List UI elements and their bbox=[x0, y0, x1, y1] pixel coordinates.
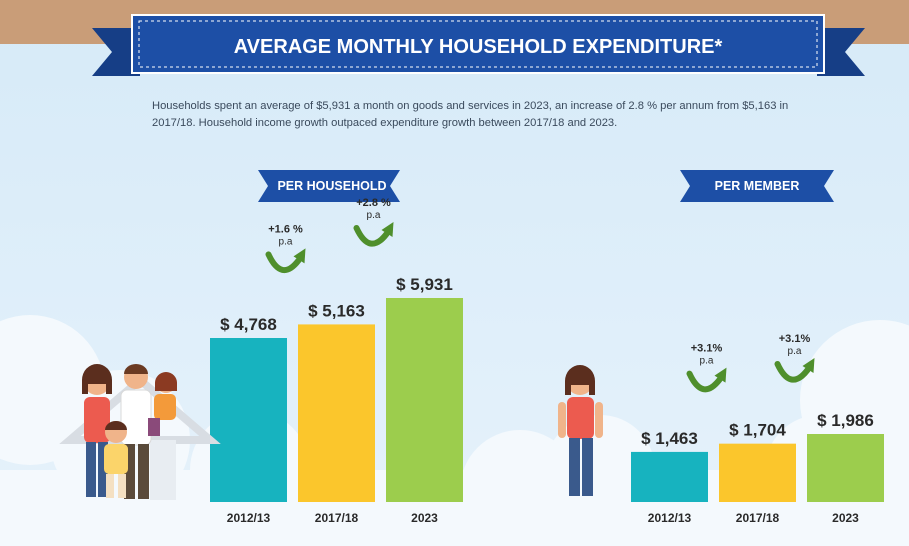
bar-0 bbox=[210, 338, 287, 502]
bar-1 bbox=[298, 324, 375, 502]
ribbon-label-per-member: PER MEMBER bbox=[715, 179, 800, 193]
category-label-1: 2017/18 bbox=[315, 511, 359, 525]
growth-arrow-1 bbox=[774, 358, 815, 383]
growth-unit-0: p.a bbox=[279, 236, 293, 247]
growth-arrow-0 bbox=[686, 367, 727, 393]
growth-rate-0: +1.6 % bbox=[268, 223, 303, 235]
value-label-1: $ 1,704 bbox=[729, 421, 786, 440]
growth-unit-1: p.a bbox=[367, 210, 381, 221]
category-label-2: 2023 bbox=[411, 511, 438, 525]
value-label-2: $ 1,986 bbox=[817, 411, 874, 430]
category-label-1: 2017/18 bbox=[736, 511, 780, 525]
ribbon-per-household: PER HOUSEHOLD bbox=[258, 170, 400, 202]
family-illustration bbox=[59, 364, 221, 500]
category-label-2: 2023 bbox=[832, 511, 859, 525]
description-text: Households spent an average of $5,931 a … bbox=[152, 100, 789, 129]
bar-0 bbox=[631, 451, 708, 502]
bar-2 bbox=[807, 434, 884, 502]
bar-1 bbox=[719, 443, 796, 502]
title-banner: AVERAGE MONTHLY HOUSEHOLD EXPENDITURE* bbox=[92, 14, 865, 76]
growth-arrow-0 bbox=[265, 248, 306, 273]
growth-rate-1: +2.8 % bbox=[356, 197, 391, 209]
chart-per-member: $ 1,463 2012/13 $ 1,704 2017/18 $ 1,986 2023 +… bbox=[631, 333, 884, 525]
category-label-0: 2012/13 bbox=[648, 511, 692, 525]
growth-rate-1: +3.1% bbox=[779, 333, 811, 345]
category-label-0: 2012/13 bbox=[227, 511, 271, 525]
ribbon-label-per-household: PER HOUSEHOLD bbox=[277, 179, 386, 193]
bar-2 bbox=[386, 298, 463, 502]
value-label-1: $ 5,163 bbox=[308, 301, 365, 320]
growth-arrow-1 bbox=[353, 222, 394, 247]
growth-unit-0: p.a bbox=[700, 356, 714, 367]
value-label-0: $ 1,463 bbox=[641, 429, 698, 448]
value-label-2: $ 5,931 bbox=[396, 275, 453, 294]
chart-per-household: $ 4,768 2012/13 $ 5,163 2017/18 $ 5,931 2023 +… bbox=[210, 197, 463, 525]
growth-rate-0: +3.1% bbox=[691, 343, 723, 355]
value-label-0: $ 4,768 bbox=[220, 315, 277, 334]
ribbon-per-member: PER MEMBER bbox=[680, 170, 834, 202]
growth-unit-1: p.a bbox=[788, 346, 802, 357]
page-title: AVERAGE MONTHLY HOUSEHOLD EXPENDITURE* bbox=[234, 36, 723, 58]
woman-illustration bbox=[558, 365, 603, 496]
